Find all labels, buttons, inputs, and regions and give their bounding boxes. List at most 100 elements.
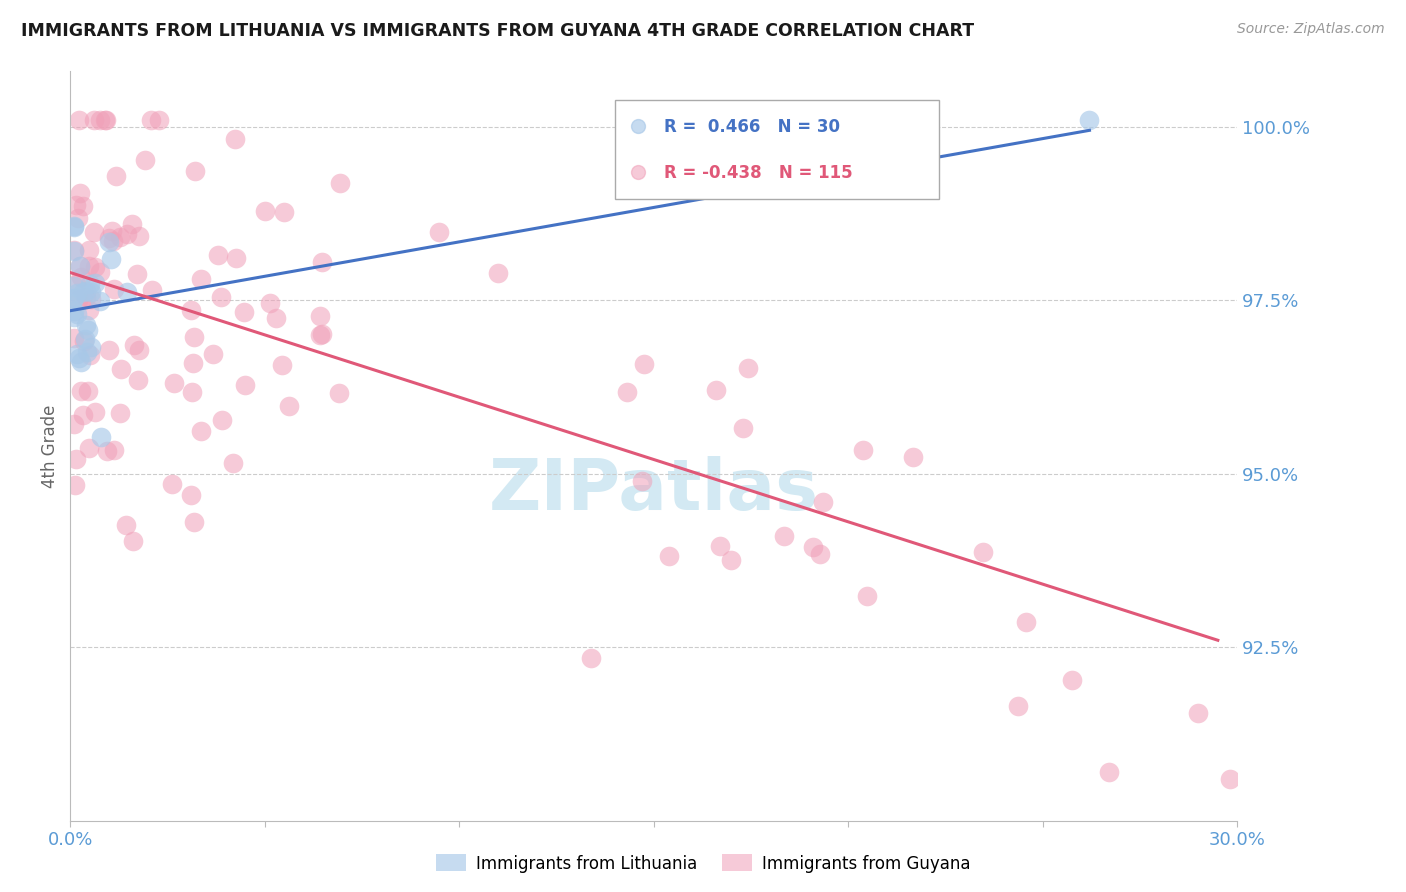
Point (211, 412, 233, 426)
Point (63, 331, 86, 345)
Point (101, 224, 124, 238)
Point (83, 260, 105, 274)
Point (852, 442, 875, 457)
Point (1015, 615, 1038, 629)
Point (105, 169, 128, 184)
Point (1062, 673, 1084, 688)
Point (183, 330, 205, 344)
Point (115, 285, 138, 299)
Point (427, 225, 450, 239)
Point (221, 456, 243, 470)
Point (202, 347, 225, 361)
Y-axis label: 4th Grade: 4th Grade (41, 404, 59, 488)
Point (311, 255, 333, 269)
Point (972, 545, 994, 559)
Point (65, 277, 87, 292)
Point (115, 518, 138, 533)
Point (70, 269, 93, 284)
Point (101, 234, 124, 248)
Point (128, 228, 150, 243)
Point (67, 112, 90, 127)
Point (709, 539, 731, 553)
Point (225, 251, 247, 265)
Point (63, 244, 86, 258)
Point (901, 450, 924, 465)
Point (180, 488, 202, 502)
Point (1218, 772, 1240, 786)
Point (72, 409, 94, 423)
Point (77, 323, 100, 337)
Point (70, 384, 93, 398)
Point (141, 112, 163, 127)
Point (183, 515, 205, 529)
Text: Source: ZipAtlas.com: Source: ZipAtlas.com (1237, 22, 1385, 37)
Point (103, 442, 125, 457)
Point (98, 235, 121, 250)
Point (259, 295, 281, 310)
Point (207, 248, 229, 262)
Point (73, 332, 96, 346)
Point (90, 429, 112, 443)
Point (63, 244, 86, 258)
Point (180, 302, 202, 317)
Point (73, 334, 96, 348)
Point (76, 345, 98, 359)
Point (235, 378, 257, 392)
Point (277, 399, 299, 413)
Point (160, 477, 183, 491)
FancyBboxPatch shape (614, 100, 939, 199)
Point (616, 384, 638, 399)
Point (63, 219, 86, 233)
Point (273, 205, 295, 219)
Point (183, 355, 205, 369)
Point (1187, 706, 1209, 721)
Point (190, 424, 212, 438)
Point (63, 220, 86, 235)
Point (75, 290, 97, 304)
Point (97, 231, 120, 245)
Point (141, 283, 163, 297)
Point (89, 112, 111, 127)
Point (309, 309, 332, 323)
Point (65, 451, 87, 466)
Point (84, 405, 107, 419)
Point (486, 266, 509, 280)
Point (128, 343, 150, 358)
Point (134, 153, 156, 168)
Point (720, 552, 742, 566)
Point (69, 186, 91, 200)
Text: R = -0.438   N = 115: R = -0.438 N = 115 (665, 164, 853, 182)
Point (66, 347, 89, 361)
Point (89, 293, 111, 308)
Point (63, 417, 86, 431)
Point (75, 318, 97, 333)
Point (63, 292, 86, 306)
Point (69, 260, 91, 274)
Point (103, 282, 125, 296)
Point (80, 292, 103, 306)
Point (627, 119, 650, 133)
Point (224, 132, 246, 146)
Point (254, 203, 277, 218)
Point (181, 384, 204, 399)
Point (271, 358, 294, 372)
Point (811, 495, 834, 509)
Point (264, 311, 287, 326)
Point (96, 443, 118, 458)
Point (76, 384, 98, 398)
Legend: Immigrants from Lithuania, Immigrants from Guyana: Immigrants from Lithuania, Immigrants fr… (429, 847, 977, 880)
Point (84, 276, 107, 290)
Point (731, 421, 754, 435)
Text: R =  0.466   N = 30: R = 0.466 N = 30 (665, 118, 841, 136)
Point (233, 305, 256, 319)
Point (801, 541, 824, 555)
Point (309, 327, 332, 342)
Point (63, 304, 86, 318)
Point (79, 348, 101, 362)
Point (67, 351, 90, 366)
Point (148, 112, 170, 127)
Point (658, 549, 681, 563)
Point (89, 265, 111, 279)
Point (63, 478, 86, 492)
Point (108, 406, 131, 420)
